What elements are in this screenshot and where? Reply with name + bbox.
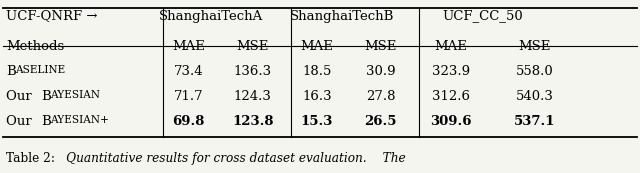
Text: MSE: MSE [237, 40, 269, 53]
Text: 558.0: 558.0 [516, 65, 553, 78]
Text: Methods: Methods [6, 40, 65, 53]
Text: 18.5: 18.5 [302, 65, 332, 78]
Text: ShanghaiTechB: ShanghaiTechB [290, 10, 395, 22]
Text: B: B [42, 90, 51, 103]
Text: MAE: MAE [435, 40, 468, 53]
Text: 540.3: 540.3 [515, 90, 554, 103]
Text: 136.3: 136.3 [234, 65, 272, 78]
Text: MAE: MAE [300, 40, 333, 53]
Text: MSE: MSE [518, 40, 550, 53]
Text: ShanghaiTechA: ShanghaiTechA [159, 10, 263, 22]
Text: Quantitative results for cross dataset evaluation.  The: Quantitative results for cross dataset e… [54, 152, 406, 165]
Text: 124.3: 124.3 [234, 90, 272, 103]
Text: AYESIAN: AYESIAN [50, 90, 100, 100]
Text: 69.8: 69.8 [173, 115, 205, 128]
Text: 312.6: 312.6 [432, 90, 470, 103]
Text: UCF_CC_50: UCF_CC_50 [443, 10, 524, 22]
Text: 16.3: 16.3 [302, 90, 332, 103]
Text: 73.4: 73.4 [174, 65, 204, 78]
Text: 27.8: 27.8 [366, 90, 396, 103]
Text: 323.9: 323.9 [432, 65, 470, 78]
Text: 71.7: 71.7 [174, 90, 204, 103]
Text: Our: Our [6, 90, 36, 103]
Text: 26.5: 26.5 [365, 115, 397, 128]
Text: Table 2:: Table 2: [6, 152, 56, 165]
Text: B: B [42, 115, 51, 128]
Text: 123.8: 123.8 [232, 115, 273, 128]
Text: 309.6: 309.6 [431, 115, 472, 128]
Text: AYESIAN+: AYESIAN+ [50, 115, 109, 125]
Text: UCF-QNRF →: UCF-QNRF → [6, 10, 98, 22]
Text: B: B [6, 65, 16, 78]
Text: 537.1: 537.1 [514, 115, 555, 128]
Text: MSE: MSE [365, 40, 397, 53]
Text: 15.3: 15.3 [301, 115, 333, 128]
Text: 30.9: 30.9 [366, 65, 396, 78]
Text: ASELINE: ASELINE [15, 65, 65, 75]
Text: MAE: MAE [172, 40, 205, 53]
Text: Our: Our [6, 115, 36, 128]
